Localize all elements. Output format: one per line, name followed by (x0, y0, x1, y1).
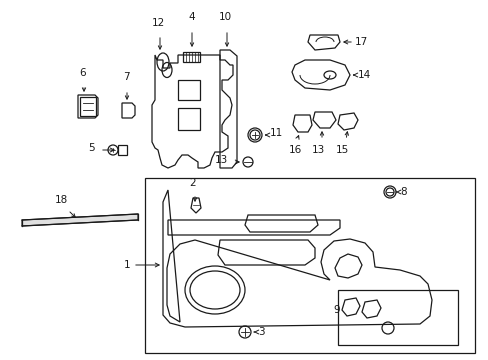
Text: 11: 11 (269, 128, 283, 138)
Text: 17: 17 (354, 37, 367, 47)
Text: 12: 12 (151, 18, 164, 28)
Text: 1: 1 (123, 260, 130, 270)
Text: 5: 5 (88, 143, 95, 153)
Text: 14: 14 (357, 70, 370, 80)
Text: 18: 18 (55, 195, 68, 205)
Text: 2: 2 (189, 178, 196, 188)
Text: 16: 16 (288, 145, 301, 155)
Text: 7: 7 (122, 72, 129, 82)
Text: 3: 3 (258, 327, 264, 337)
Polygon shape (22, 214, 138, 226)
Text: 13: 13 (214, 155, 227, 165)
Text: 10: 10 (218, 12, 231, 22)
Text: 15: 15 (335, 145, 348, 155)
Bar (145, 178, 474, 353)
Text: 8: 8 (399, 187, 406, 197)
Text: 6: 6 (80, 68, 86, 78)
Text: 9: 9 (333, 305, 339, 315)
Text: 4: 4 (188, 12, 195, 22)
Text: 13: 13 (311, 145, 324, 155)
Bar (337, 290, 457, 345)
